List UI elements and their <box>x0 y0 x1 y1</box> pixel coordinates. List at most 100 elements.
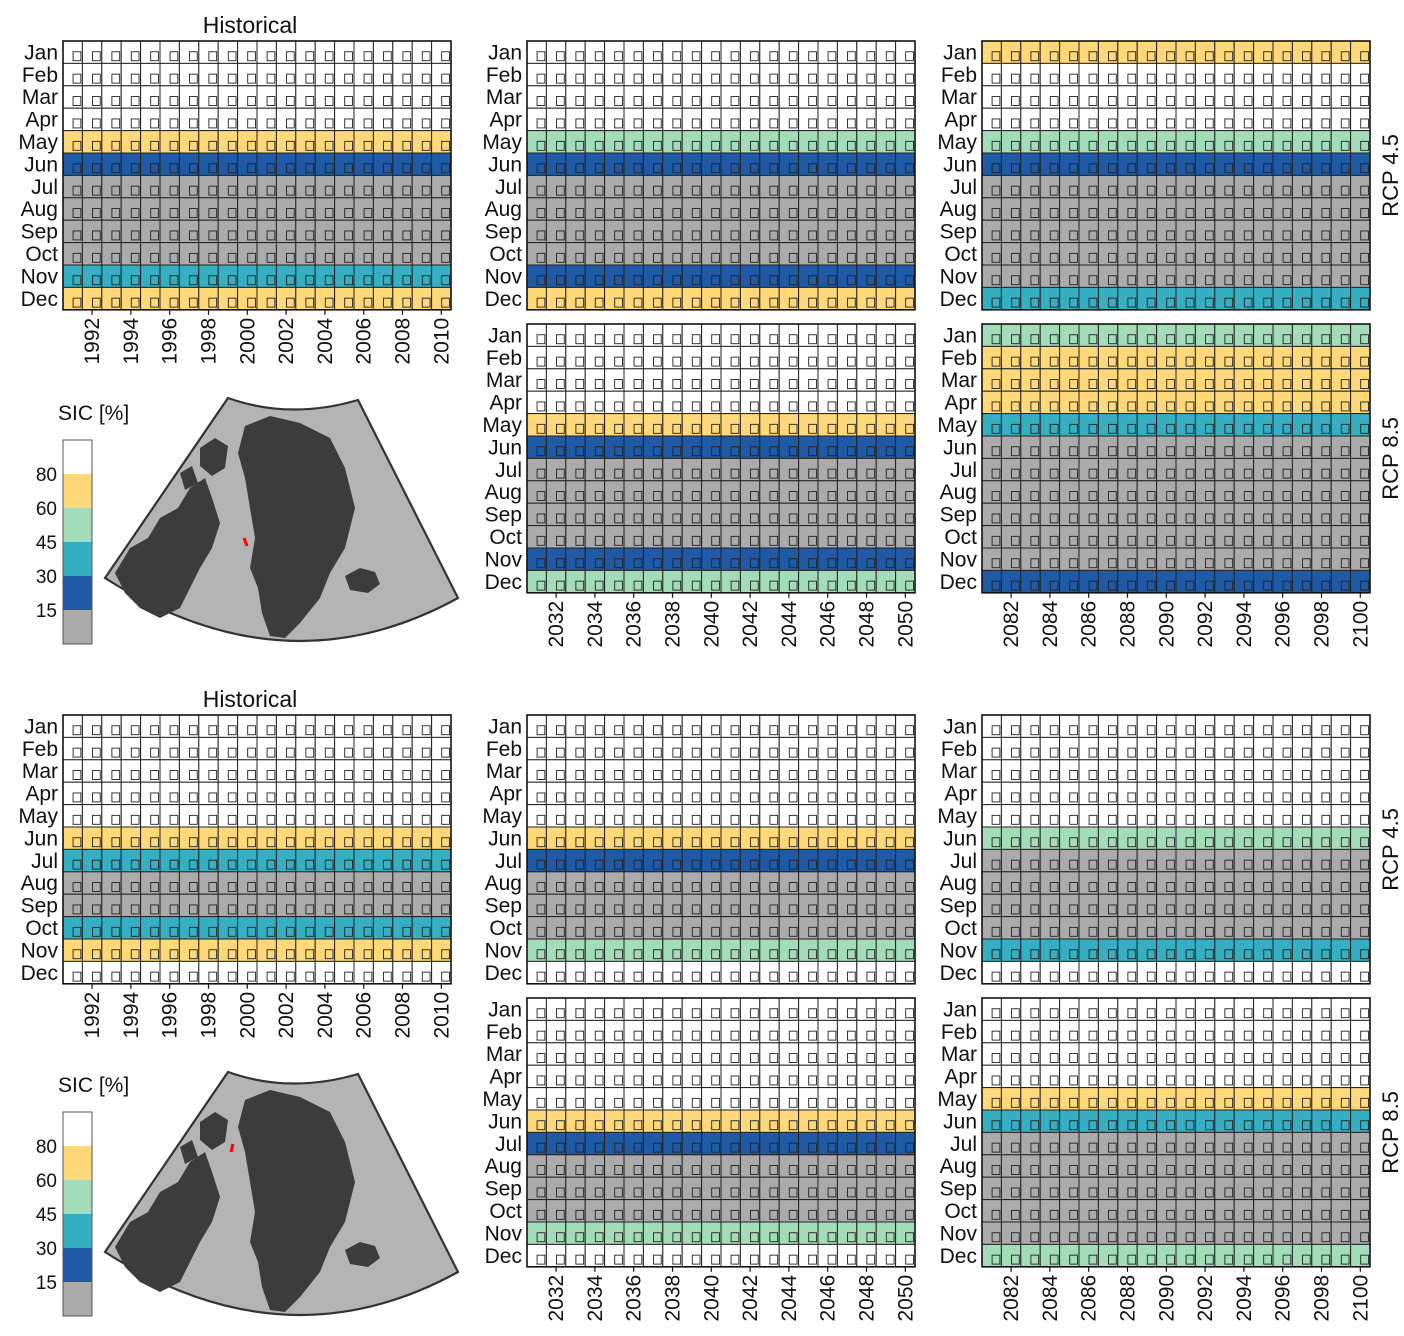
cell-marker <box>1321 379 1331 389</box>
cell-marker <box>1088 1209 1098 1220</box>
cell-marker <box>847 275 856 286</box>
cell-marker <box>286 882 295 892</box>
cell-marker <box>363 252 373 263</box>
cell-marker <box>788 535 798 546</box>
cell-marker <box>286 837 295 848</box>
cell-marker <box>1069 51 1078 62</box>
cell-marker <box>1011 297 1020 308</box>
cell-marker <box>847 1209 856 1220</box>
cell-marker <box>383 904 392 915</box>
cell-marker <box>1069 1165 1078 1175</box>
greenland-land <box>238 416 355 638</box>
cell-marker <box>788 1097 798 1108</box>
cell-marker <box>769 971 779 982</box>
cell-marker <box>1108 513 1117 524</box>
cell-marker <box>905 1254 914 1265</box>
cell-marker <box>536 837 546 848</box>
cell-marker <box>1321 275 1331 286</box>
cell-marker <box>847 513 856 524</box>
cell-marker <box>866 971 876 982</box>
cell-marker <box>1146 513 1156 524</box>
cell-marker <box>1011 926 1020 937</box>
cell-marker <box>363 73 373 84</box>
cell-marker <box>769 140 779 151</box>
cell-marker <box>730 1097 740 1108</box>
cell-marker <box>189 163 198 174</box>
cell-marker <box>1146 96 1156 106</box>
cell-marker <box>1321 423 1331 434</box>
cell-marker <box>1321 491 1331 501</box>
cell-marker <box>227 747 237 758</box>
cell-marker <box>653 208 662 218</box>
cell-marker <box>866 558 876 569</box>
cell-marker <box>247 882 256 892</box>
cell-marker <box>1011 1008 1020 1019</box>
cell-marker <box>344 814 353 825</box>
cell-marker <box>1069 73 1078 84</box>
cell-marker <box>769 882 779 892</box>
cell-marker <box>672 949 682 960</box>
cell-marker <box>111 837 121 848</box>
cell-marker <box>1088 423 1098 434</box>
cell-marker <box>788 51 798 62</box>
cell-marker <box>1030 859 1040 870</box>
cell-marker <box>1263 118 1272 129</box>
cell-marker <box>1321 904 1331 915</box>
cell-marker <box>305 163 315 174</box>
cell-marker <box>847 468 856 479</box>
cell-marker <box>1302 837 1311 848</box>
month-label: Jan <box>24 715 58 738</box>
month-label: Jan <box>488 41 522 64</box>
cell-marker <box>1127 1053 1137 1063</box>
cell-marker <box>653 882 662 892</box>
cell-marker <box>1127 73 1137 84</box>
cell-marker <box>1205 208 1214 218</box>
cell-marker <box>421 185 431 196</box>
cell-marker <box>72 73 82 84</box>
cell-marker <box>1263 1030 1272 1041</box>
cell-marker <box>383 73 392 84</box>
cell-marker <box>614 558 623 569</box>
year-tick-label: 2036 <box>623 1275 646 1322</box>
cell-marker <box>866 580 876 591</box>
cell-marker <box>556 163 565 174</box>
cell-marker <box>691 859 701 870</box>
cell-marker <box>614 1053 623 1063</box>
year-tick-label: 2050 <box>894 1275 917 1322</box>
cell-marker <box>536 1209 546 1220</box>
cell-marker <box>991 792 1001 803</box>
cell-marker <box>1302 401 1311 412</box>
cell-marker <box>1185 379 1195 389</box>
cell-marker <box>1049 163 1059 174</box>
cell-marker <box>769 949 779 960</box>
cell-marker <box>808 163 817 174</box>
cell-marker <box>111 163 121 174</box>
cell-marker <box>905 73 914 84</box>
cell-marker <box>672 230 682 241</box>
cell-marker <box>847 792 856 803</box>
cell-marker <box>885 558 895 569</box>
cell-marker <box>1011 252 1020 263</box>
cell-marker <box>402 859 412 870</box>
cell-marker <box>421 118 431 129</box>
cell-marker <box>1049 1120 1059 1131</box>
cell-marker <box>421 792 431 803</box>
cell-marker <box>614 356 623 367</box>
cell-marker <box>1224 96 1234 106</box>
cell-marker <box>266 971 276 982</box>
cell-marker <box>885 1187 895 1198</box>
heatmap-panel-1-0: JanFebMarAprMayJunJulAugSepOctNovDec1992… <box>18 714 453 1039</box>
cell-marker <box>905 926 914 937</box>
cell-marker <box>92 73 101 84</box>
cell-marker <box>750 814 759 825</box>
cell-marker <box>905 770 914 780</box>
cell-marker <box>769 230 779 241</box>
cell-marker <box>1321 1120 1331 1131</box>
cell-marker <box>750 446 759 457</box>
cell-marker <box>247 770 256 780</box>
cell-marker <box>1321 1142 1331 1153</box>
cell-marker <box>363 118 373 129</box>
cell-marker <box>866 513 876 524</box>
cell-marker <box>633 904 643 915</box>
